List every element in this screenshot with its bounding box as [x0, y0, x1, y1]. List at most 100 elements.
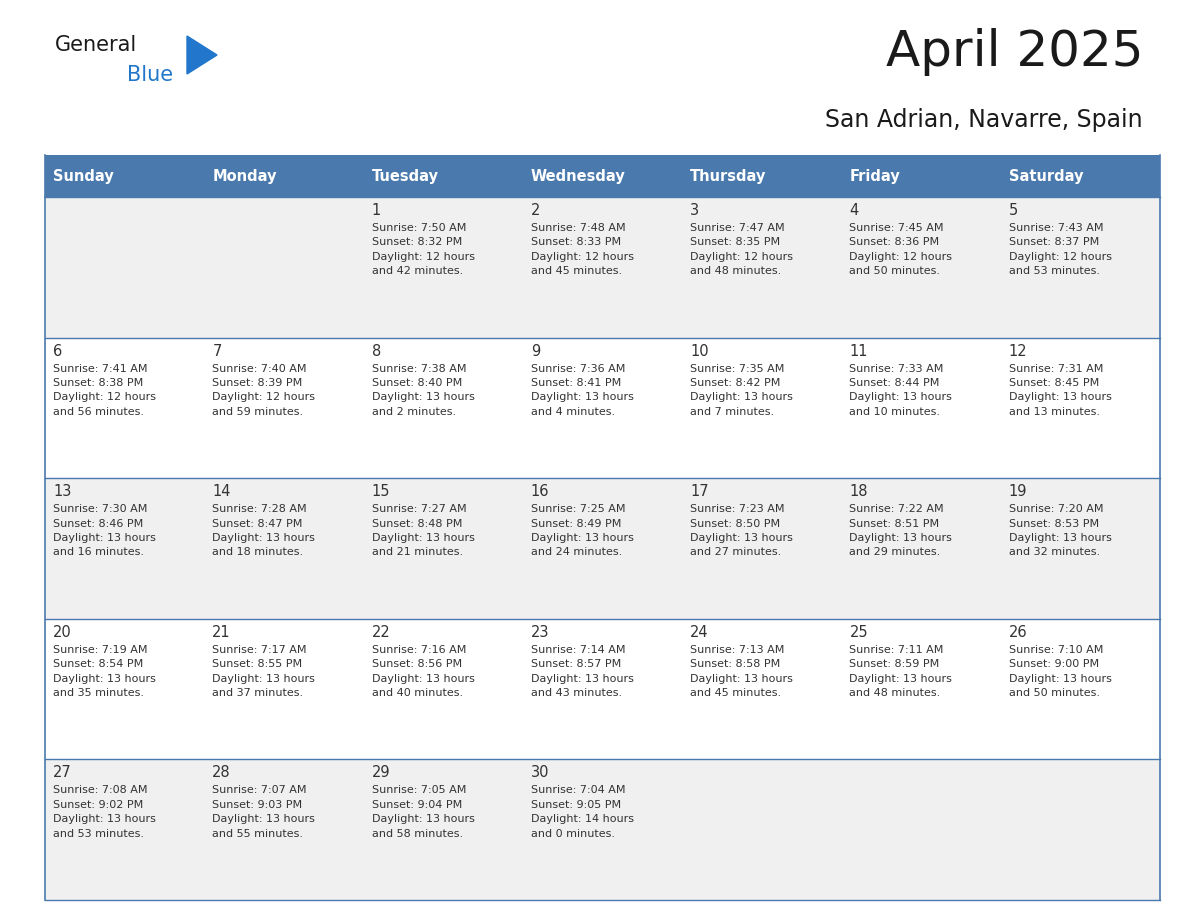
Text: Sunrise: 7:19 AM
Sunset: 8:54 PM
Daylight: 13 hours
and 35 minutes.: Sunrise: 7:19 AM Sunset: 8:54 PM Dayligh…: [53, 644, 156, 698]
Bar: [682, 155, 841, 197]
Text: 30: 30: [531, 766, 549, 780]
Text: Sunrise: 7:43 AM
Sunset: 8:37 PM
Daylight: 12 hours
and 53 minutes.: Sunrise: 7:43 AM Sunset: 8:37 PM Dayligh…: [1009, 223, 1112, 276]
Text: 12: 12: [1009, 343, 1028, 359]
Text: Sunday: Sunday: [53, 169, 114, 184]
Bar: [682, 619, 841, 759]
Bar: [1000, 619, 1159, 759]
Text: 9: 9: [531, 343, 541, 359]
Text: 27: 27: [53, 766, 71, 780]
Text: Sunrise: 7:22 AM
Sunset: 8:51 PM
Daylight: 13 hours
and 29 minutes.: Sunrise: 7:22 AM Sunset: 8:51 PM Dayligh…: [849, 504, 953, 557]
Text: Sunrise: 7:48 AM
Sunset: 8:33 PM
Daylight: 12 hours
and 45 minutes.: Sunrise: 7:48 AM Sunset: 8:33 PM Dayligh…: [531, 223, 634, 276]
Text: Sunrise: 7:17 AM
Sunset: 8:55 PM
Daylight: 13 hours
and 37 minutes.: Sunrise: 7:17 AM Sunset: 8:55 PM Dayligh…: [213, 644, 315, 698]
Bar: [364, 478, 523, 619]
Text: Sunrise: 7:30 AM
Sunset: 8:46 PM
Daylight: 13 hours
and 16 minutes.: Sunrise: 7:30 AM Sunset: 8:46 PM Dayligh…: [53, 504, 156, 557]
Bar: [204, 155, 364, 197]
Bar: [682, 759, 841, 900]
Bar: [841, 619, 1000, 759]
Text: 7: 7: [213, 343, 222, 359]
Bar: [204, 759, 364, 900]
Text: 13: 13: [53, 484, 71, 499]
Bar: [204, 338, 364, 478]
Bar: [364, 619, 523, 759]
Text: Sunrise: 7:45 AM
Sunset: 8:36 PM
Daylight: 12 hours
and 50 minutes.: Sunrise: 7:45 AM Sunset: 8:36 PM Dayligh…: [849, 223, 953, 276]
Bar: [364, 338, 523, 478]
Text: Sunrise: 7:14 AM
Sunset: 8:57 PM
Daylight: 13 hours
and 43 minutes.: Sunrise: 7:14 AM Sunset: 8:57 PM Dayligh…: [531, 644, 633, 698]
Bar: [45, 197, 204, 338]
Bar: [841, 478, 1000, 619]
Text: Sunrise: 7:07 AM
Sunset: 9:03 PM
Daylight: 13 hours
and 55 minutes.: Sunrise: 7:07 AM Sunset: 9:03 PM Dayligh…: [213, 786, 315, 839]
Text: 28: 28: [213, 766, 230, 780]
Text: Sunrise: 7:41 AM
Sunset: 8:38 PM
Daylight: 12 hours
and 56 minutes.: Sunrise: 7:41 AM Sunset: 8:38 PM Dayligh…: [53, 364, 156, 417]
Text: Sunrise: 7:04 AM
Sunset: 9:05 PM
Daylight: 14 hours
and 0 minutes.: Sunrise: 7:04 AM Sunset: 9:05 PM Dayligh…: [531, 786, 634, 839]
Text: Sunrise: 7:25 AM
Sunset: 8:49 PM
Daylight: 13 hours
and 24 minutes.: Sunrise: 7:25 AM Sunset: 8:49 PM Dayligh…: [531, 504, 633, 557]
Text: 11: 11: [849, 343, 868, 359]
Bar: [523, 619, 682, 759]
Text: 25: 25: [849, 625, 868, 640]
Bar: [45, 759, 204, 900]
Text: Sunrise: 7:40 AM
Sunset: 8:39 PM
Daylight: 12 hours
and 59 minutes.: Sunrise: 7:40 AM Sunset: 8:39 PM Dayligh…: [213, 364, 315, 417]
Text: Sunrise: 7:35 AM
Sunset: 8:42 PM
Daylight: 13 hours
and 7 minutes.: Sunrise: 7:35 AM Sunset: 8:42 PM Dayligh…: [690, 364, 792, 417]
Bar: [1000, 759, 1159, 900]
Text: 24: 24: [690, 625, 709, 640]
Text: Sunrise: 7:10 AM
Sunset: 9:00 PM
Daylight: 13 hours
and 50 minutes.: Sunrise: 7:10 AM Sunset: 9:00 PM Dayligh…: [1009, 644, 1112, 698]
Bar: [841, 759, 1000, 900]
Text: 6: 6: [53, 343, 62, 359]
Text: 8: 8: [372, 343, 381, 359]
Bar: [682, 478, 841, 619]
Bar: [682, 197, 841, 338]
Text: 22: 22: [372, 625, 391, 640]
Polygon shape: [187, 36, 217, 74]
Bar: [45, 338, 204, 478]
Bar: [523, 197, 682, 338]
Text: Sunrise: 7:23 AM
Sunset: 8:50 PM
Daylight: 13 hours
and 27 minutes.: Sunrise: 7:23 AM Sunset: 8:50 PM Dayligh…: [690, 504, 792, 557]
Text: 16: 16: [531, 484, 549, 499]
Text: 5: 5: [1009, 203, 1018, 218]
Text: Sunrise: 7:16 AM
Sunset: 8:56 PM
Daylight: 13 hours
and 40 minutes.: Sunrise: 7:16 AM Sunset: 8:56 PM Dayligh…: [372, 644, 474, 698]
Text: Sunrise: 7:05 AM
Sunset: 9:04 PM
Daylight: 13 hours
and 58 minutes.: Sunrise: 7:05 AM Sunset: 9:04 PM Dayligh…: [372, 786, 474, 839]
Text: Sunrise: 7:13 AM
Sunset: 8:58 PM
Daylight: 13 hours
and 45 minutes.: Sunrise: 7:13 AM Sunset: 8:58 PM Dayligh…: [690, 644, 792, 698]
Bar: [1000, 338, 1159, 478]
Text: 26: 26: [1009, 625, 1028, 640]
Bar: [45, 478, 204, 619]
Text: Thursday: Thursday: [690, 169, 766, 184]
Text: 29: 29: [372, 766, 390, 780]
Bar: [841, 155, 1000, 197]
Bar: [682, 338, 841, 478]
Bar: [364, 155, 523, 197]
Text: Friday: Friday: [849, 169, 901, 184]
Text: Monday: Monday: [213, 169, 277, 184]
Text: Sunrise: 7:33 AM
Sunset: 8:44 PM
Daylight: 13 hours
and 10 minutes.: Sunrise: 7:33 AM Sunset: 8:44 PM Dayligh…: [849, 364, 953, 417]
Text: April 2025: April 2025: [885, 28, 1143, 76]
Bar: [1000, 478, 1159, 619]
Text: Sunrise: 7:08 AM
Sunset: 9:02 PM
Daylight: 13 hours
and 53 minutes.: Sunrise: 7:08 AM Sunset: 9:02 PM Dayligh…: [53, 786, 156, 839]
Text: 18: 18: [849, 484, 868, 499]
Bar: [204, 619, 364, 759]
Bar: [1000, 197, 1159, 338]
Text: Sunrise: 7:27 AM
Sunset: 8:48 PM
Daylight: 13 hours
and 21 minutes.: Sunrise: 7:27 AM Sunset: 8:48 PM Dayligh…: [372, 504, 474, 557]
Text: 14: 14: [213, 484, 230, 499]
Text: Wednesday: Wednesday: [531, 169, 626, 184]
Text: Sunrise: 7:38 AM
Sunset: 8:40 PM
Daylight: 13 hours
and 2 minutes.: Sunrise: 7:38 AM Sunset: 8:40 PM Dayligh…: [372, 364, 474, 417]
Text: 21: 21: [213, 625, 230, 640]
Text: 15: 15: [372, 484, 390, 499]
Text: 20: 20: [53, 625, 71, 640]
Text: 23: 23: [531, 625, 549, 640]
Bar: [523, 338, 682, 478]
Text: 17: 17: [690, 484, 709, 499]
Text: Sunrise: 7:20 AM
Sunset: 8:53 PM
Daylight: 13 hours
and 32 minutes.: Sunrise: 7:20 AM Sunset: 8:53 PM Dayligh…: [1009, 504, 1112, 557]
Text: 10: 10: [690, 343, 709, 359]
Text: Blue: Blue: [127, 65, 173, 85]
Bar: [1000, 155, 1159, 197]
Text: Sunrise: 7:36 AM
Sunset: 8:41 PM
Daylight: 13 hours
and 4 minutes.: Sunrise: 7:36 AM Sunset: 8:41 PM Dayligh…: [531, 364, 633, 417]
Text: San Adrian, Navarre, Spain: San Adrian, Navarre, Spain: [826, 108, 1143, 132]
Text: Sunrise: 7:47 AM
Sunset: 8:35 PM
Daylight: 12 hours
and 48 minutes.: Sunrise: 7:47 AM Sunset: 8:35 PM Dayligh…: [690, 223, 794, 276]
Text: Saturday: Saturday: [1009, 169, 1083, 184]
Text: 1: 1: [372, 203, 381, 218]
Text: 4: 4: [849, 203, 859, 218]
Text: 3: 3: [690, 203, 700, 218]
Text: Sunrise: 7:28 AM
Sunset: 8:47 PM
Daylight: 13 hours
and 18 minutes.: Sunrise: 7:28 AM Sunset: 8:47 PM Dayligh…: [213, 504, 315, 557]
Bar: [841, 338, 1000, 478]
Text: Tuesday: Tuesday: [372, 169, 438, 184]
Bar: [364, 759, 523, 900]
Text: Sunrise: 7:31 AM
Sunset: 8:45 PM
Daylight: 13 hours
and 13 minutes.: Sunrise: 7:31 AM Sunset: 8:45 PM Dayligh…: [1009, 364, 1112, 417]
